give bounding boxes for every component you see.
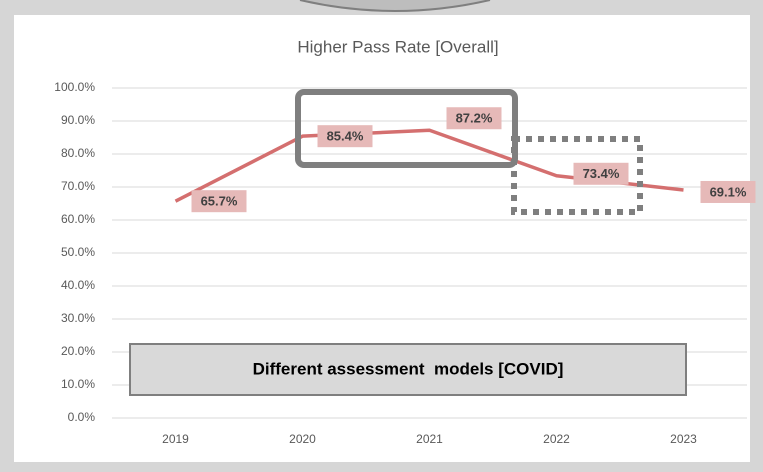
data-label: 87.2% [456, 111, 493, 126]
decoration [299, 0, 491, 12]
data-label-bg [573, 162, 629, 185]
dotted-box [511, 136, 643, 215]
y-tick-label: 40.0% [61, 278, 95, 292]
x-tick-label: 2021 [416, 432, 443, 446]
data-label: 73.4% [583, 166, 620, 181]
y-tick-label: 30.0% [61, 311, 95, 325]
annotation-box [129, 343, 687, 396]
y-tick-label: 0.0% [68, 410, 96, 424]
y-tick-label: 10.0% [61, 377, 95, 391]
annotation: Different assessment models [COVID] [253, 359, 564, 378]
y-tick-label: 20.0% [61, 344, 95, 358]
x-tick-label: 2023 [670, 432, 697, 446]
chart-title: Higher Pass Rate [Overall] [297, 37, 498, 56]
data-label-bg [191, 190, 247, 213]
y-tick-label: 100.0% [54, 80, 95, 94]
data-label: 69.1% [710, 184, 747, 199]
y-tick-label: 80.0% [61, 146, 95, 160]
data-label: 85.4% [327, 129, 364, 144]
y-tick-label: 70.0% [61, 179, 95, 193]
y-tick-label: 50.0% [61, 245, 95, 259]
data-label-bg [446, 107, 502, 130]
highlight-box [295, 89, 518, 168]
data-label-bg [700, 180, 756, 203]
data-label: 65.7% [201, 194, 238, 209]
x-tick-label: 2020 [289, 432, 316, 446]
x-tick-label: 2019 [162, 432, 189, 446]
x-tick-label: 2022 [543, 432, 570, 446]
data-label-bg [317, 125, 373, 148]
y-tick-label: 60.0% [61, 212, 95, 226]
y-tick-label: 90.0% [61, 113, 95, 127]
